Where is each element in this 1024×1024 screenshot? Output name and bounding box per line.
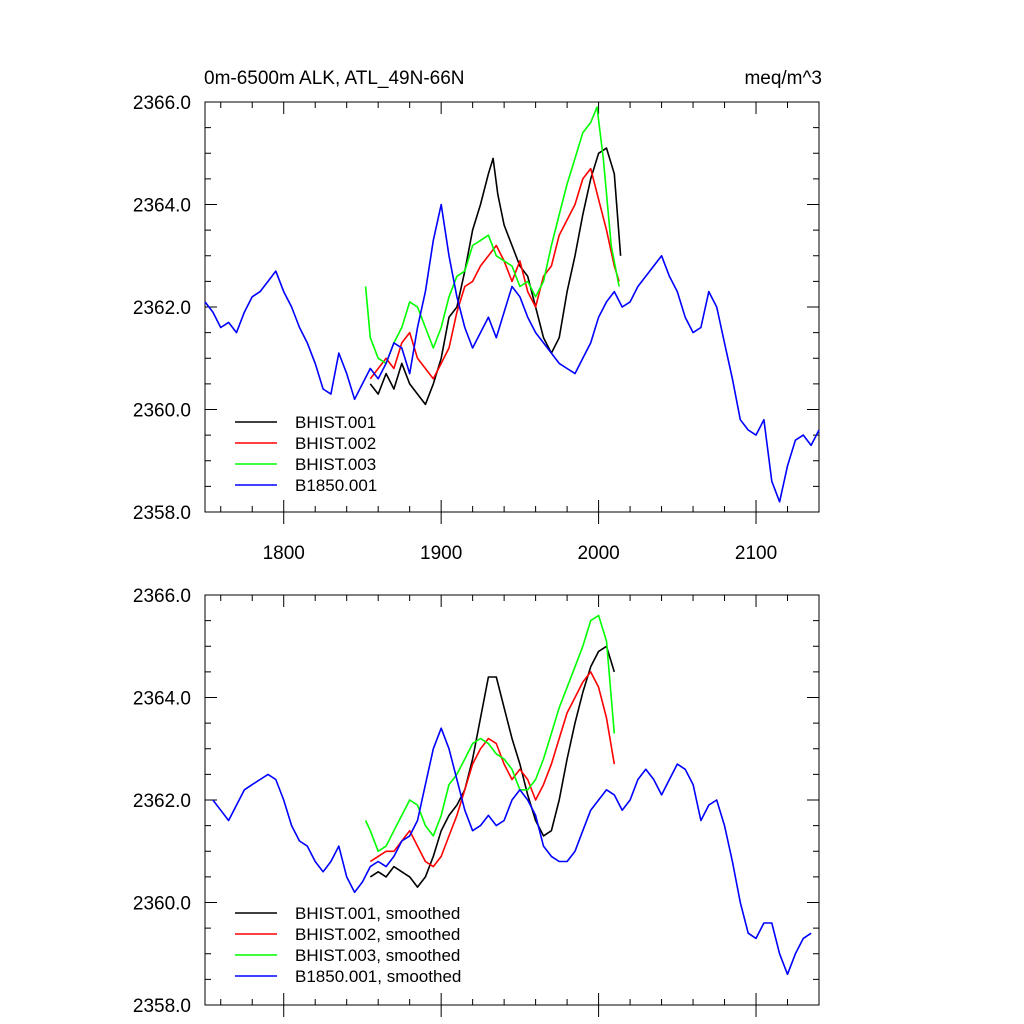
series-line-bhist-003 (364, 106, 620, 365)
x-tick-label: 2000 (577, 543, 619, 564)
series-line-b1850-001 (204, 203, 820, 503)
series-line-bhist-003-smoothed (364, 614, 616, 853)
legend-bottom: BHIST.001, smoothed BHIST.002, smoothed BH… (235, 904, 461, 986)
top-panel: 0m-6500m ALK, ATL_49N-66N meq/m^3 2358.0… (133, 68, 822, 564)
legend-top: BHIST.001 BHIST.002 BHIST.003 B1850.001 (235, 413, 377, 495)
y-tick-label: 2358.0 (133, 503, 191, 524)
y-tick-label: 2360.0 (133, 894, 191, 915)
y-tick-label: 2366.0 (133, 93, 191, 114)
legend-label: B1850.001, smoothed (295, 967, 461, 986)
x-ticks-bottom (220, 595, 820, 1017)
legend-label: BHIST.001 (295, 413, 376, 432)
y-tick-label: 2360.0 (133, 401, 191, 422)
panel-title-left: 0m-6500m ALK, ATL_49N-66N (204, 68, 465, 89)
x-ticks-top: 1800 1900 2000 2100 (220, 102, 820, 564)
x-tick-label: 1900 (420, 543, 462, 564)
legend-label: BHIST.002 (295, 434, 376, 453)
series-group-bottom (212, 614, 812, 976)
series-line-bhist-001 (369, 147, 622, 406)
y-tick-label: 2364.0 (133, 196, 191, 217)
series-line-b1850-001-smoothed (212, 727, 812, 976)
bottom-panel: 2358.0 2360.0 2362.0 2364.0 2366.0 BHIST.001… (133, 586, 820, 1017)
legend-label: BHIST.003, smoothed (295, 946, 460, 965)
x-tick-label: 2100 (735, 543, 777, 564)
legend-label: B1850.001 (295, 476, 377, 495)
panel-title-units: meq/m^3 (744, 68, 822, 89)
y-tick-label: 2366.0 (133, 586, 191, 607)
y-ticks-top: 2358.0 2360.0 2362.0 2364.0 2366.0 (133, 93, 819, 524)
legend-label: BHIST.001, smoothed (295, 904, 460, 923)
series-line-bhist-002 (369, 167, 620, 380)
y-tick-label: 2358.0 (133, 996, 191, 1017)
series-line-bhist-001-smoothed (369, 645, 616, 888)
legend-label: BHIST.002, smoothed (295, 925, 460, 944)
y-tick-label: 2362.0 (133, 791, 191, 812)
y-tick-label: 2364.0 (133, 689, 191, 710)
x-tick-label: 1800 (263, 543, 305, 564)
legend-label: BHIST.003 (295, 455, 376, 474)
y-tick-label: 2362.0 (133, 298, 191, 319)
series-group-top (204, 106, 820, 503)
y-ticks-bottom: 2358.0 2360.0 2362.0 2364.0 2366.0 (133, 586, 819, 1017)
